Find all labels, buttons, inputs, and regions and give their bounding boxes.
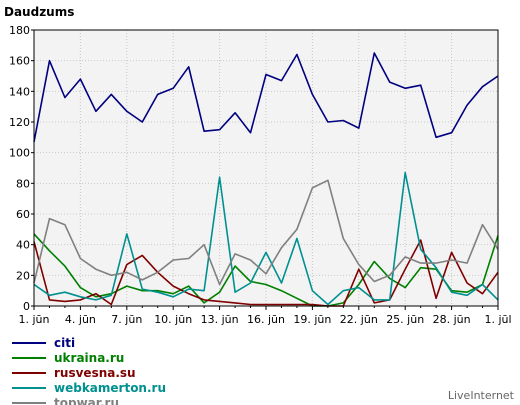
y-tick-label: 100 — [9, 147, 30, 160]
x-tick-label: 10. jūn — [154, 313, 192, 326]
plot-frame — [33, 29, 499, 307]
series-line-rusvesna-su — [33, 239, 499, 307]
legend-label: rusvesna.su — [54, 366, 136, 380]
x-axis: 1. jūn 4. jūn 7. jūn 10. jūn 13. jūn 16. jūn 1… — [19, 306, 512, 326]
x-tick-label: 1. jūl — [484, 313, 511, 326]
y-tick-label: 60 — [16, 208, 30, 221]
legend-label: webkamerton.ru — [54, 381, 166, 395]
x-tick-label: 28. jūn — [433, 313, 471, 326]
x-tick-label: 25. jūn — [386, 313, 424, 326]
y-tick-label: 180 — [9, 24, 30, 37]
brand-label: LiveInternet — [448, 389, 515, 402]
chart-title: Daudzums — [4, 5, 74, 19]
y-axis: 0 20 40 60 80 100 120 140 160 180 — [9, 24, 34, 313]
x-tick-label: 1. jūn — [19, 313, 50, 326]
y-tick-label: 120 — [9, 116, 30, 129]
y-tick-label: 160 — [9, 55, 30, 68]
x-tick-label: 19. jūn — [293, 313, 331, 326]
legend-label: ukraina.ru — [54, 351, 124, 365]
x-tick-label: 7. jūn — [111, 313, 142, 326]
x-tick-label: 16. jūn — [247, 313, 285, 326]
grid — [34, 30, 498, 306]
y-tick-label: 40 — [16, 239, 30, 252]
series-line-webkamerton-ru — [33, 171, 499, 306]
legend: citiukraina.rurusvesna.suwebkamerton.rut… — [12, 336, 166, 405]
legend-label: citi — [54, 336, 75, 350]
y-tick-label: 140 — [9, 85, 30, 98]
x-tick-label: 4. jūn — [65, 313, 96, 326]
y-tick-label: 20 — [16, 269, 30, 282]
series-line-topwar-ru — [33, 179, 499, 286]
series-lines — [33, 52, 499, 307]
series-line-citi — [33, 52, 499, 143]
y-tick-label: 80 — [16, 177, 30, 190]
y-tick-label: 0 — [23, 300, 30, 313]
x-tick-label: 13. jūn — [201, 313, 239, 326]
x-tick-label: 22. jūn — [340, 313, 378, 326]
legend-label: topwar.ru — [54, 396, 119, 405]
